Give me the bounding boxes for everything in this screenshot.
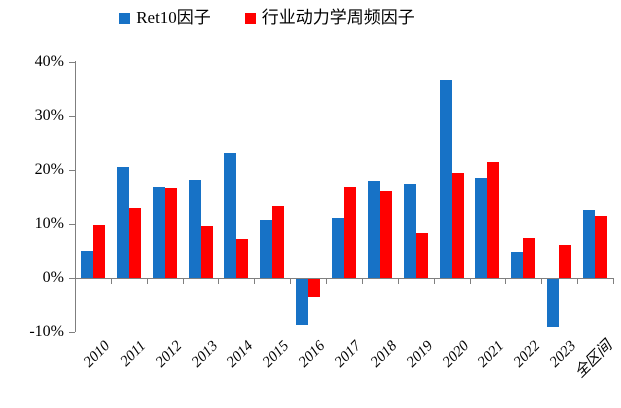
bar-industry-momentum-2014 xyxy=(236,239,248,278)
legend-item-ret10: Ret10因子 xyxy=(119,8,211,28)
x-axis-tick xyxy=(147,279,148,284)
bar-industry-momentum-2020 xyxy=(452,173,464,278)
bar-industry-momentum-2022 xyxy=(523,238,535,278)
bar-industry-momentum-2021 xyxy=(487,162,499,278)
x-axis-line xyxy=(75,278,614,279)
legend-label-ret10: Ret10因子 xyxy=(136,8,211,27)
x-tick-label: 2014 xyxy=(224,338,257,371)
bar-ret10-2011 xyxy=(117,167,129,278)
x-tick-label: 2021 xyxy=(475,338,508,371)
bar-ret10-2022 xyxy=(511,252,523,278)
y-tick-label: -10% xyxy=(29,323,64,340)
y-tick-label: 30% xyxy=(34,107,64,124)
x-tick-label: 全区间 xyxy=(572,338,616,382)
bar-ret10-2012 xyxy=(153,187,165,278)
bar-ret10-2017 xyxy=(332,218,344,278)
bar-industry-momentum-2013 xyxy=(201,226,213,278)
bar-industry-momentum-2016 xyxy=(308,279,320,297)
x-axis-tick xyxy=(254,279,255,284)
y-axis-tick xyxy=(69,278,75,279)
y-tick-label: 20% xyxy=(34,161,64,178)
y-axis-tick xyxy=(69,332,75,333)
legend-label-industry-momentum: 行业动力学周频因子 xyxy=(261,8,415,27)
bar-industry-momentum-2010 xyxy=(93,225,105,278)
bar-industry-momentum-2019 xyxy=(416,233,428,278)
bar-industry-momentum-2015 xyxy=(272,206,284,278)
x-axis-tick xyxy=(183,279,184,284)
x-tick-label: 2011 xyxy=(117,338,150,370)
bar-ret10-2010 xyxy=(81,251,93,278)
bar-industry-momentum-全区间 xyxy=(595,216,607,278)
legend-swatch-red-icon xyxy=(244,12,256,24)
x-tick-label: 2020 xyxy=(439,338,472,371)
bar-industry-momentum-2023 xyxy=(559,245,571,278)
y-tick-label: 10% xyxy=(34,215,64,232)
x-axis-tick xyxy=(577,279,578,284)
bar-ret10-2020 xyxy=(440,80,452,278)
x-tick-label: 2013 xyxy=(188,338,221,371)
y-axis-tick xyxy=(69,170,75,171)
x-axis-tick xyxy=(505,279,506,284)
x-tick-label: 2017 xyxy=(331,338,365,371)
x-axis-tick xyxy=(362,279,363,284)
chart-legend: Ret10因子 行业动力学周频因子 xyxy=(0,8,534,28)
bar-industry-momentum-2018 xyxy=(380,191,392,278)
y-axis-tick xyxy=(69,224,75,225)
x-tick-label: 2015 xyxy=(260,338,293,371)
legend-item-industry-momentum: 行业动力学周频因子 xyxy=(244,8,415,28)
y-tick-label: 40% xyxy=(34,53,64,70)
x-tick-label: 2010 xyxy=(80,338,114,371)
bar-ret10-2023 xyxy=(547,279,559,327)
x-axis-tick xyxy=(218,279,219,284)
x-tick-label: 2012 xyxy=(152,338,185,371)
bar-ret10-2016 xyxy=(296,279,308,325)
x-tick-label: 2018 xyxy=(367,338,401,371)
y-tick-label: 0% xyxy=(42,269,64,286)
bar-ret10-2015 xyxy=(260,220,272,278)
x-tick-label: 2022 xyxy=(511,338,544,371)
x-axis-tick xyxy=(290,279,291,284)
x-axis-tick xyxy=(434,279,435,284)
legend-swatch-blue-icon xyxy=(119,12,131,24)
y-axis-tick xyxy=(69,62,75,63)
bar-ret10-2014 xyxy=(224,153,236,278)
x-axis-tick xyxy=(326,279,327,284)
bar-ret10-全区间 xyxy=(583,210,595,278)
x-axis-tick xyxy=(398,279,399,284)
y-axis-line xyxy=(75,61,76,332)
bar-ret10-2019 xyxy=(404,184,416,278)
bar-ret10-2013 xyxy=(189,180,201,278)
x-axis-tick xyxy=(75,279,76,284)
x-tick-label: 2019 xyxy=(403,338,437,371)
bar-ret10-2021 xyxy=(475,178,487,278)
bar-industry-momentum-2012 xyxy=(165,188,177,278)
y-axis-tick xyxy=(69,116,75,117)
bar-industry-momentum-2017 xyxy=(344,187,356,278)
x-tick-label: 2016 xyxy=(295,338,329,371)
bar-ret10-2018 xyxy=(368,181,380,278)
x-axis-tick xyxy=(541,279,542,284)
x-axis-tick xyxy=(470,279,471,284)
bar-industry-momentum-2011 xyxy=(129,208,141,278)
x-axis-tick xyxy=(111,279,112,284)
x-axis-tick xyxy=(613,279,614,284)
